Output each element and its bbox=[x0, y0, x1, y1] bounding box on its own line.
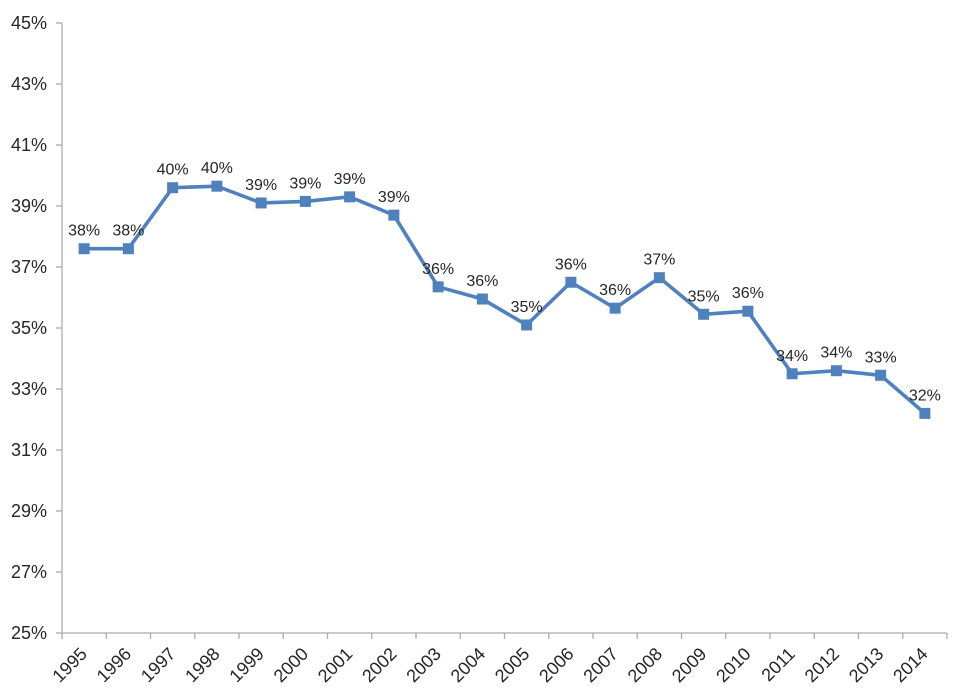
data-label: 40% bbox=[201, 160, 233, 177]
data-label: 36% bbox=[422, 261, 454, 278]
y-tick-label: 35% bbox=[11, 318, 47, 338]
data-point-marker bbox=[830, 365, 842, 377]
y-tick-label: 41% bbox=[11, 135, 47, 155]
data-label: 36% bbox=[555, 256, 587, 273]
data-point-marker bbox=[78, 243, 90, 255]
y-tick-label: 25% bbox=[11, 623, 47, 643]
x-tick-label: 1997 bbox=[137, 644, 179, 686]
data-label: 35% bbox=[688, 288, 720, 305]
data-label: 39% bbox=[245, 177, 277, 194]
data-point-marker bbox=[432, 281, 444, 293]
data-point-marker bbox=[875, 369, 887, 381]
data-label: 38% bbox=[68, 223, 100, 240]
data-label: 36% bbox=[599, 282, 631, 299]
data-point-marker bbox=[299, 195, 311, 207]
y-tick-label: 33% bbox=[11, 379, 47, 399]
y-tick-label: 31% bbox=[11, 440, 47, 460]
x-tick-label: 2009 bbox=[668, 644, 710, 686]
data-point-marker bbox=[565, 276, 577, 288]
data-label: 37% bbox=[643, 252, 675, 269]
series-line bbox=[82, 184, 927, 416]
x-tick-label: 1995 bbox=[48, 644, 90, 686]
y-tick-label: 45% bbox=[11, 13, 47, 33]
data-point-marker bbox=[122, 243, 134, 255]
x-tick-label: 2002 bbox=[358, 644, 400, 686]
data-point-marker bbox=[609, 302, 621, 314]
y-tick-label: 39% bbox=[11, 196, 47, 216]
x-tick-label: 2008 bbox=[624, 644, 666, 686]
x-tick-label: 1998 bbox=[181, 644, 223, 686]
data-point-marker bbox=[167, 182, 179, 194]
x-tick-label: 2003 bbox=[402, 644, 444, 686]
data-point-marker bbox=[211, 180, 223, 192]
y-tick-label: 29% bbox=[11, 501, 47, 521]
data-point-marker bbox=[919, 407, 931, 419]
data-point-marker bbox=[653, 272, 665, 284]
x-tick-label: 2004 bbox=[447, 644, 489, 686]
x-tick-label: 2011 bbox=[757, 644, 799, 686]
x-tick-label: 2007 bbox=[579, 644, 621, 686]
x-tick-label: 2013 bbox=[845, 644, 887, 686]
data-point-marker bbox=[255, 197, 267, 209]
x-tick-label: 2005 bbox=[491, 644, 533, 686]
data-point-marker bbox=[476, 293, 488, 305]
x-tick-label: 1996 bbox=[93, 644, 135, 686]
data-label: 35% bbox=[511, 299, 543, 316]
x-tick-label: 2010 bbox=[712, 644, 754, 686]
data-point-marker bbox=[344, 191, 356, 203]
data-label: 39% bbox=[289, 175, 321, 192]
x-tick-label: 2014 bbox=[889, 644, 931, 686]
data-label: 32% bbox=[909, 387, 941, 404]
data-point-marker bbox=[388, 209, 400, 221]
data-label: 39% bbox=[378, 189, 410, 206]
data-label: 39% bbox=[334, 171, 366, 188]
data-point-marker bbox=[786, 368, 798, 380]
data-label: 36% bbox=[466, 273, 498, 290]
y-tick-label: 27% bbox=[11, 562, 47, 582]
data-point-marker bbox=[521, 319, 533, 331]
y-tick-label: 37% bbox=[11, 257, 47, 277]
data-label: 34% bbox=[776, 348, 808, 365]
data-label: 40% bbox=[157, 162, 189, 179]
x-tick-label: 2000 bbox=[270, 644, 312, 686]
x-tick-label: 2006 bbox=[535, 644, 577, 686]
data-label: 38% bbox=[112, 223, 144, 240]
x-tick-label: 1999 bbox=[225, 644, 267, 686]
data-point-marker bbox=[698, 308, 710, 320]
data-label: 33% bbox=[865, 349, 897, 366]
data-label: 34% bbox=[820, 345, 852, 362]
data-point-marker bbox=[742, 305, 754, 317]
y-tick-label: 43% bbox=[11, 74, 47, 94]
x-tick-label: 2001 bbox=[314, 644, 356, 686]
data-label: 36% bbox=[732, 285, 764, 302]
x-tick-label: 2012 bbox=[801, 644, 843, 686]
